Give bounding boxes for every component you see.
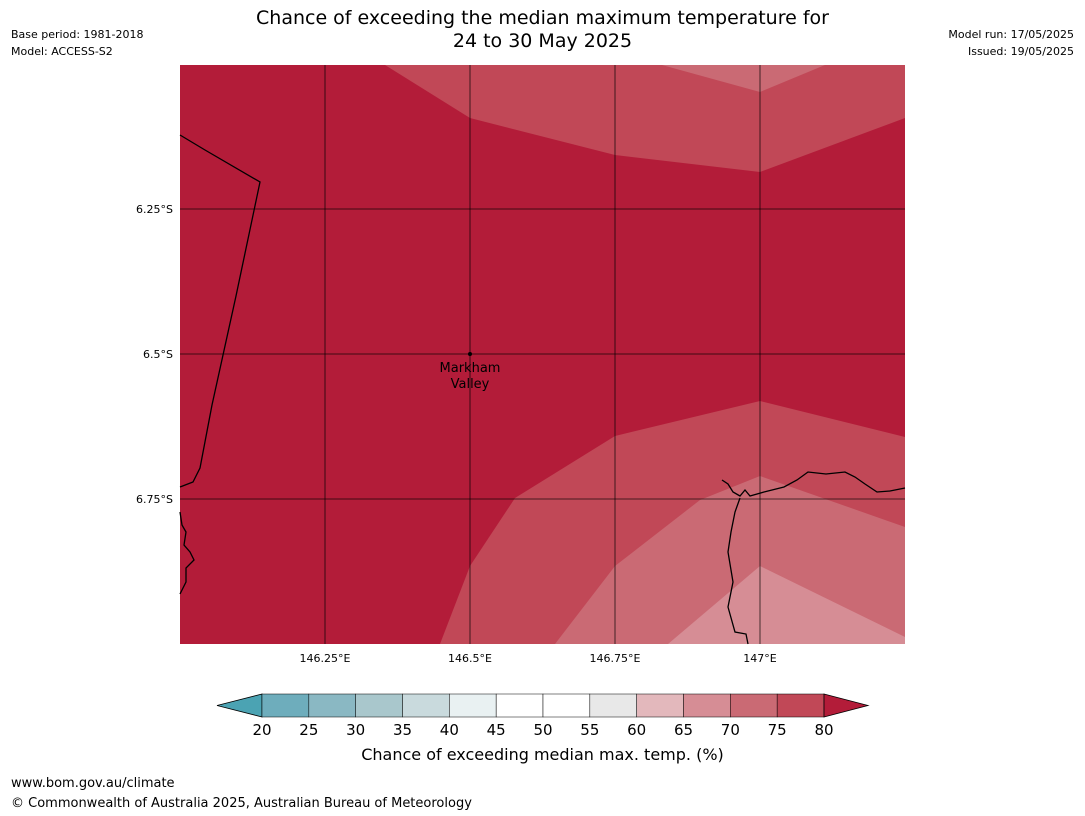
colorbar-tick-label: 60	[627, 721, 646, 739]
metadata-left: Base period: 1981-2018 Model: ACCESS-S2	[11, 26, 143, 60]
colorbar-tick-label: 30	[346, 721, 365, 739]
model-name: Model: ACCESS-S2	[11, 45, 113, 58]
colorbar-tick-label: 65	[674, 721, 693, 739]
colorbar-tick-label: 20	[252, 721, 271, 739]
colorbar-segment	[636, 693, 684, 718]
colorbar-extend-low	[216, 693, 263, 718]
colorbar-tick-label: 50	[533, 721, 552, 739]
model-run: Model run: 17/05/2025	[948, 28, 1074, 41]
colorbar-segment	[589, 693, 637, 718]
contour-65-70-south	[668, 566, 905, 644]
lon-tick-label: 146.25°E	[300, 652, 351, 665]
place-label-line-1: Markham	[440, 361, 501, 376]
colorbar-tick-label: 55	[580, 721, 599, 739]
map-panel: Markham Valley	[179, 65, 906, 645]
colorbar-tick-label: 70	[721, 721, 740, 739]
base-period: Base period: 1981-2018	[11, 28, 144, 41]
metadata-right: Model run: 17/05/2025 Issued: 19/05/2025	[948, 26, 1074, 60]
colorbar-segment	[261, 693, 310, 718]
lon-tick-label: 147°E	[743, 652, 776, 665]
lat-tick-label: 6.25°S	[136, 203, 173, 216]
colorbar-segment	[308, 693, 356, 718]
colorbar-label: Chance of exceeding median max. temp. (%…	[361, 745, 724, 764]
colorbar: 20 25 30 35 40 45 50 55 60 65 70 75 80	[216, 693, 870, 739]
footer-url: www.bom.gov.au/climate	[11, 776, 175, 791]
river-east	[727, 497, 749, 645]
coast-east	[721, 471, 906, 497]
contour-75-80-north	[385, 65, 905, 172]
issued-date: Issued: 19/05/2025	[967, 45, 1074, 58]
colorbar-segment	[776, 693, 825, 718]
colorbar-segment	[730, 693, 778, 718]
place-marker-dot	[468, 352, 472, 356]
lon-tick-labels: 146.25°E 146.5°E 146.75°E 147°E	[300, 652, 777, 665]
lat-tick-labels: 6.25°S 6.5°S 6.75°S	[136, 203, 173, 506]
map-title: Chance of exceeding the median maximum t…	[0, 7, 1085, 53]
colorbar-tick-label: 75	[768, 721, 787, 739]
graticule	[180, 65, 905, 644]
lon-tick-label: 146.75°E	[590, 652, 641, 665]
lat-tick-label: 6.75°S	[136, 493, 173, 506]
colorbar-segment	[355, 693, 403, 718]
colorbar-segment	[683, 693, 731, 718]
lat-tick-label: 6.5°S	[143, 348, 173, 361]
colorbar-segment	[449, 693, 497, 718]
contour-70-75-north	[662, 65, 825, 92]
place-label-line-2: Valley	[451, 377, 490, 392]
colorbar-segment	[402, 693, 450, 718]
colorbar-extend-high	[823, 693, 870, 718]
probability-contours	[385, 65, 905, 644]
colorbar-tick-label: 40	[440, 721, 459, 739]
colorbar-tick-label: 80	[814, 721, 833, 739]
colorbar-segment	[542, 693, 591, 718]
coastlines	[179, 134, 906, 645]
footer-copyright: © Commonwealth of Australia 2025, Austra…	[11, 796, 472, 811]
title-line-1: Chance of exceeding the median maximum t…	[256, 7, 829, 29]
colorbar-tick-label: 45	[487, 721, 506, 739]
colorbar-tick-label: 25	[299, 721, 318, 739]
coast-west-south	[179, 511, 195, 595]
title-line-2: 24 to 30 May 2025	[452, 30, 633, 52]
colorbar-tick-label: 35	[393, 721, 412, 739]
lon-tick-label: 146.5°E	[448, 652, 492, 665]
colorbar-segment	[495, 693, 544, 718]
border-west	[179, 134, 261, 488]
